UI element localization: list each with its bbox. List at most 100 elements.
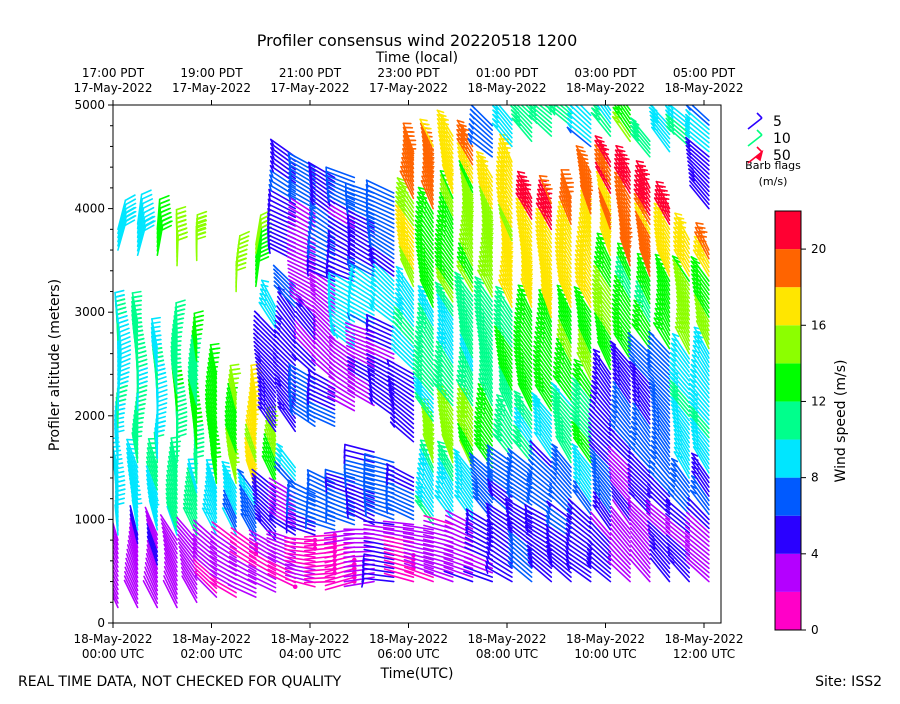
barb-feather [142, 195, 151, 199]
barb-feather [120, 368, 129, 372]
barb-feather [121, 350, 130, 354]
barb-feather [143, 203, 152, 208]
wind-barb [325, 530, 355, 534]
top-axis-label: Time (local) [375, 50, 458, 66]
wind-barb [305, 533, 336, 536]
wind-barb [305, 582, 335, 583]
barb-feather [119, 377, 128, 380]
barb-column [161, 207, 188, 608]
barb-feather [160, 204, 169, 208]
barb-feather [138, 368, 147, 371]
barb-feather [255, 311, 259, 315]
barb-feather [120, 372, 129, 376]
barb-shaft [305, 535, 335, 537]
barb-feather [259, 257, 268, 261]
barb-feather [118, 320, 127, 323]
barb-feather [119, 381, 128, 384]
barb-feather [176, 300, 185, 303]
barb-feather [133, 296, 141, 297]
barb-shaft [325, 530, 355, 534]
barb-feather [138, 373, 147, 376]
barb-feather [121, 346, 130, 350]
barb-feather [142, 190, 151, 194]
barb-feather [240, 232, 249, 236]
barb-calm-dot [353, 567, 356, 570]
barb-feather [367, 180, 368, 187]
barb-feather [177, 434, 186, 437]
barb-feather [120, 328, 129, 332]
barb-feather [239, 241, 248, 245]
barb-feather [177, 207, 186, 210]
barb-shaft [211, 532, 236, 549]
barb-calm-dot [333, 538, 336, 541]
barb-feather [117, 312, 126, 315]
barb-feather [177, 408, 186, 411]
barb-feather [177, 404, 186, 407]
barb-feather [239, 236, 248, 240]
barb-feather [158, 403, 167, 406]
barb-feather [236, 267, 245, 270]
barb-feather [197, 212, 206, 215]
barb-feather [177, 421, 186, 424]
wind-barb [211, 532, 236, 549]
barb-column [177, 212, 206, 603]
barb-feather [177, 417, 186, 420]
barb-shaft [364, 578, 394, 581]
wind-barb [392, 340, 413, 361]
barb-feather [158, 394, 167, 397]
barb-feather [161, 217, 170, 221]
barb-feather [195, 316, 204, 318]
barb-feather [137, 360, 146, 363]
barb-feather [254, 329, 258, 333]
barb-feather [160, 213, 169, 217]
x-axis-label: Time(UTC) [380, 666, 454, 682]
wind-barb [392, 344, 414, 365]
barb-feather [116, 304, 125, 306]
barb-feather [157, 408, 166, 411]
barb-layer [105, 85, 709, 607]
barb-feather [395, 338, 399, 342]
barb-feather [260, 253, 269, 257]
barb-feather [211, 344, 219, 345]
barb-feather [117, 316, 126, 319]
barb-shaft [344, 551, 374, 552]
barb-feather [138, 377, 147, 380]
barb-feather [344, 445, 345, 453]
colorbar-label: Wind speed (m/s) [833, 360, 849, 483]
wind-barb [344, 551, 374, 552]
barb-calm-dot [294, 585, 297, 588]
barb-feather [160, 196, 169, 200]
barb-feather [238, 245, 247, 249]
barb-calm-dot [353, 571, 356, 574]
barb-feather [138, 381, 147, 384]
barb-feather [119, 324, 128, 327]
barb-feather [395, 343, 399, 347]
legend-caption-line2: (m/s) [759, 175, 788, 188]
barb-feather [254, 320, 258, 324]
barb-feather [138, 386, 147, 389]
barb-feather [177, 425, 186, 428]
barb-feather [121, 337, 130, 341]
barb-shaft [305, 582, 335, 583]
barb-feather [254, 316, 258, 320]
barb-shaft [285, 538, 315, 540]
wind-barb [254, 325, 276, 346]
barb-feather [274, 344, 278, 348]
barb-feather [160, 209, 169, 213]
barb-feather [396, 334, 400, 338]
footer-disclaimer: REAL TIME DATA, NOT CHECKED FOR QUALITY [18, 674, 342, 690]
barb-feather [152, 318, 160, 319]
barb-feather [177, 412, 186, 415]
barb-feather [157, 377, 166, 380]
barb-feather [237, 263, 246, 266]
barb-feather [120, 363, 129, 367]
barb-feather [161, 221, 170, 225]
y-axis-label: Profiler altitude (meters) [47, 279, 63, 451]
barb-feather [159, 200, 168, 204]
barb-feather [157, 381, 166, 384]
barb-feather [144, 208, 153, 213]
wind-barb [330, 363, 354, 380]
barb-feather [158, 390, 167, 393]
